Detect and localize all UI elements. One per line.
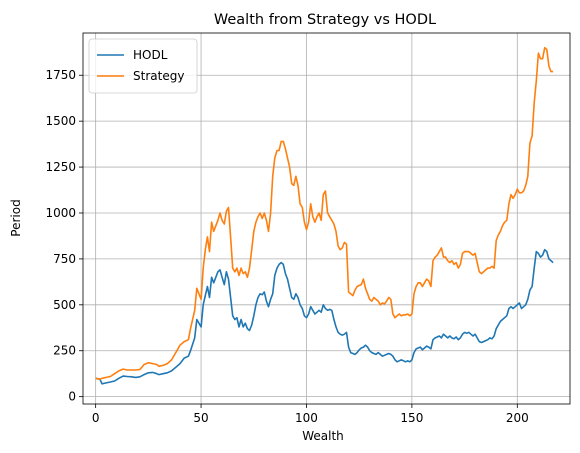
y-tick-label: 500 — [53, 298, 76, 312]
y-tick-label: 1500 — [45, 114, 76, 128]
x-axis-ticks: 0 50 100 150 200 — [92, 404, 529, 425]
y-tick-label: 750 — [53, 252, 76, 266]
legend: HODL Strategy — [88, 38, 198, 94]
x-tick-label: 200 — [506, 411, 529, 425]
legend-label-strategy: Strategy — [133, 69, 184, 83]
plot-area — [83, 33, 570, 404]
chart-title: Wealth from Strategy vs HODL — [214, 12, 436, 28]
series-lines — [95, 46, 554, 385]
x-tick-label: 100 — [295, 411, 318, 425]
y-axis-ticks: 0 250 500 750 1000 1250 1500 1750 — [45, 68, 83, 404]
legend-box — [88, 38, 198, 94]
y-tick-label: 1250 — [45, 160, 76, 174]
x-tick-label: 50 — [193, 411, 208, 425]
x-tick-label: 0 — [92, 411, 100, 425]
x-axis-label: Wealth — [302, 429, 344, 443]
x-tick-label: 150 — [400, 411, 423, 425]
series-line-strategy — [95, 46, 554, 380]
y-tick-label: 0 — [68, 390, 76, 404]
y-tick-label: 1000 — [45, 206, 76, 220]
legend-label-hodl: HODL — [133, 48, 168, 62]
series-line-hodl — [95, 248, 554, 385]
y-tick-label: 250 — [53, 344, 76, 358]
y-axis-label: Period — [9, 199, 23, 236]
plot-frame — [82, 32, 571, 405]
y-tick-label: 1750 — [45, 68, 76, 82]
